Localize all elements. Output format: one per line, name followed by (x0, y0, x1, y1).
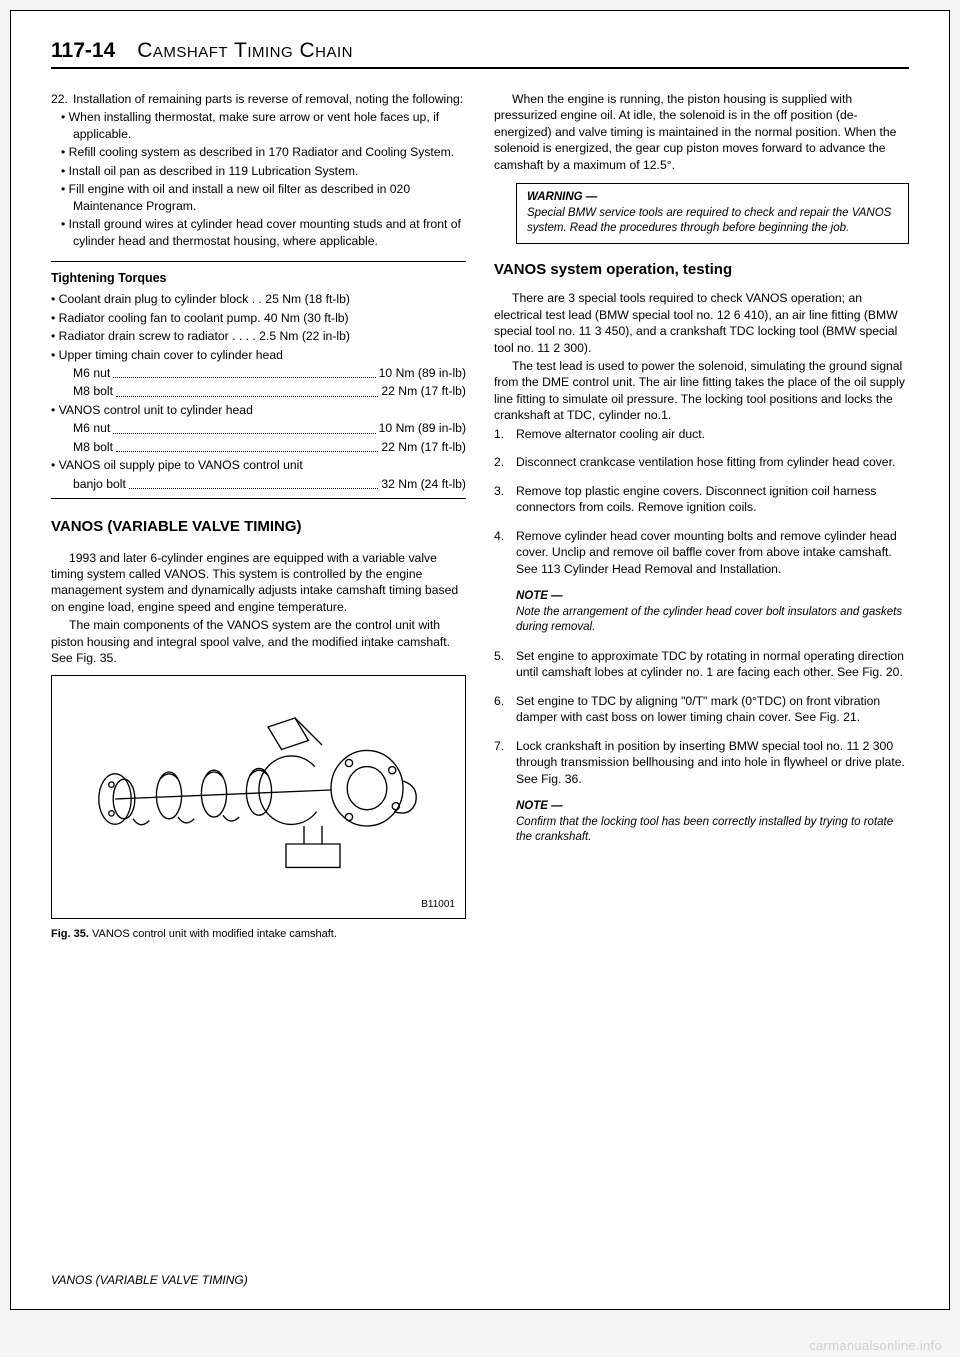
torque-item: VANOS oil supply pipe to VANOS control u… (51, 457, 466, 473)
bullet-item: Fill engine with oil and install a new o… (73, 181, 466, 214)
divider (51, 261, 466, 262)
step-item: 7.Lock crankshaft in position by inserti… (494, 738, 909, 787)
bullet-item: Refill cooling system as described in 17… (73, 144, 466, 160)
warning-title: WARNING — (527, 190, 898, 206)
note-body: Note the arrangement of the cylinder hea… (516, 605, 909, 636)
note-body: Confirm that the locking tool has been c… (516, 815, 909, 846)
torque-sub: M8 bolt22 Nm (17 ft-lb) (51, 439, 466, 455)
two-column-layout: 22. Installation of remaining parts is r… (51, 91, 909, 942)
warning-body: Special BMW service tools are required t… (527, 206, 898, 237)
torque-sub: banjo bolt32 Nm (24 ft-lb) (51, 476, 466, 492)
vanos-test-heading: VANOS system operation, testing (494, 260, 909, 280)
warning-box: WARNING — Special BMW service tools are … (516, 183, 909, 244)
step-text: Installation of remaining parts is rever… (73, 91, 463, 107)
page-header: 117-14 Camshaft Timing Chain (51, 39, 909, 69)
figure-35: B11001 (51, 675, 466, 919)
figure-caption: Fig. 35. VANOS control unit with modifie… (51, 927, 466, 942)
page-footer: VANOS (VARIABLE VALVE TIMING) (51, 1273, 248, 1287)
torque-list: Coolant drain plug to cylinder block . .… (51, 291, 466, 492)
torque-item: VANOS control unit to cylinder head (51, 402, 466, 418)
step-item: 2.Disconnect crankcase ventilation hose … (494, 454, 909, 470)
step-item: 6.Set engine to TDC by aligning "0/T" ma… (494, 693, 909, 726)
torque-item: Radiator drain screw to radiator . . . .… (51, 328, 466, 344)
torque-sub: M8 bolt22 Nm (17 ft-lb) (51, 383, 466, 399)
procedure-steps-2: 5.Set engine to approximate TDC by rotat… (494, 648, 909, 787)
step-22-bullets: When installing thermostat, make sure ar… (51, 109, 466, 249)
vanos-para-1: 1993 and later 6-cylinder engines are eq… (51, 550, 466, 616)
note-block-2: NOTE — Confirm that the locking tool has… (516, 799, 909, 846)
note-block-1: NOTE — Note the arrangement of the cylin… (516, 589, 909, 636)
vanos-heading: VANOS (VARIABLE VALVE TIMING) (51, 517, 466, 537)
page-number: 117-14 (51, 39, 115, 63)
bullet-item: Install oil pan as described in 119 Lubr… (73, 163, 466, 179)
procedure-steps-1: 1.Remove alternator cooling air duct. 2.… (494, 426, 909, 577)
step-item: 5.Set engine to approximate TDC by rotat… (494, 648, 909, 681)
left-column: 22. Installation of remaining parts is r… (51, 91, 466, 942)
right-para-1: When the engine is running, the piston h… (494, 91, 909, 173)
bullet-item: Install ground wires at cylinder head co… (73, 216, 466, 249)
torque-sub: M6 nut10 Nm (89 in-lb) (51, 365, 466, 381)
bullet-item: When installing thermostat, make sure ar… (73, 109, 466, 142)
right-para-2: There are 3 special tools required to ch… (494, 290, 909, 356)
step-item: 3.Remove top plastic engine covers. Disc… (494, 483, 909, 516)
right-column: When the engine is running, the piston h… (494, 91, 909, 942)
manual-page: 117-14 Camshaft Timing Chain 22. Install… (10, 10, 950, 1310)
right-para-3: The test lead is used to power the solen… (494, 358, 909, 424)
step-number: 22. (51, 91, 73, 107)
vanos-para-2: The main components of the VANOS system … (51, 617, 466, 666)
torque-sub: M6 nut10 Nm (89 in-lb) (51, 420, 466, 436)
torque-item: Upper timing chain cover to cylinder hea… (51, 347, 466, 363)
torques-heading: Tightening Torques (51, 270, 466, 287)
divider (51, 498, 466, 499)
step-22: 22. Installation of remaining parts is r… (51, 91, 466, 107)
note-title: NOTE — (516, 799, 909, 815)
step-item: 4.Remove cylinder head cover mounting bo… (494, 528, 909, 577)
camshaft-illustration-icon (79, 690, 439, 890)
chapter-title: Camshaft Timing Chain (137, 39, 353, 63)
step-item: 1.Remove alternator cooling air duct. (494, 426, 909, 442)
figure-id: B11001 (62, 898, 455, 912)
torque-item: Radiator cooling fan to coolant pump. 40… (51, 310, 466, 326)
watermark: carmanualsonline.info (809, 1338, 942, 1353)
note-title: NOTE — (516, 589, 909, 605)
torque-item: Coolant drain plug to cylinder block . .… (51, 291, 466, 307)
